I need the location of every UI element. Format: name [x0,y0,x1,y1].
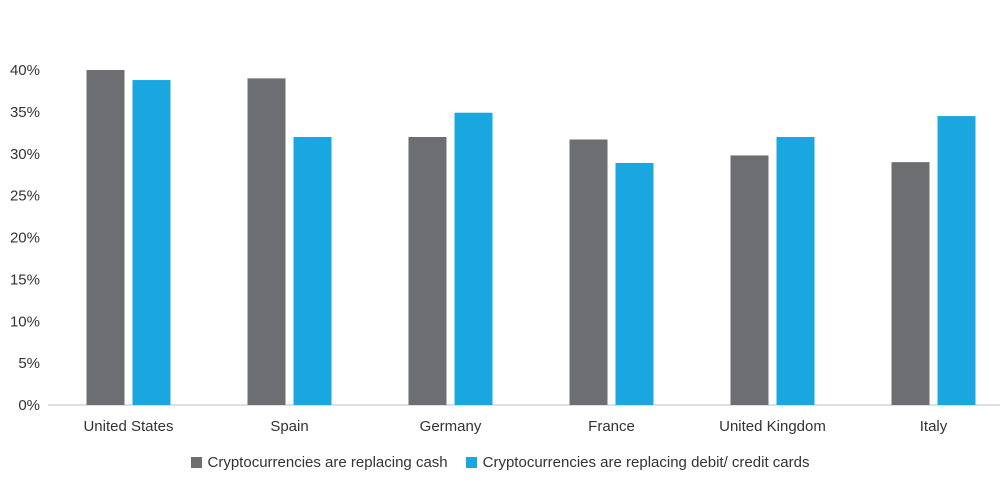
x-category-label: Germany [420,418,482,435]
bar-cards-germany [454,112,493,406]
y-tick-label: 25% [10,188,40,205]
x-category-label: United States [83,418,173,435]
bar-cash-france [569,139,608,405]
y-tick-label: 40% [10,62,40,79]
y-tick-label: 35% [10,104,40,121]
y-tick-label: 15% [10,271,40,288]
legend-item-cash: Cryptocurrencies are replacing cash [190,453,448,471]
y-tick-label: 0% [18,397,40,414]
y-tick-label: 20% [10,230,40,247]
x-category-label: Italy [920,418,948,435]
x-axis-category-labels: United States Spain Germany France United Ki… [83,418,947,435]
legend-label-cards: Cryptocurrencies are replacing debit/ cr… [482,453,810,471]
bar-cash-united-states [86,70,125,405]
legend-label-cash: Cryptocurrencies are replacing cash [207,453,448,471]
bar-cash-italy [891,162,930,405]
y-tick-label: 30% [10,146,40,163]
x-category-label: Spain [270,418,308,435]
legend-item-cards: Cryptocurrencies are replacing debit/ cr… [465,453,810,471]
x-category-label: France [588,418,635,435]
bars-group [86,70,976,406]
x-category-label: United Kingdom [719,418,826,435]
bar-cards-italy [937,116,976,405]
legend-swatch-cards [465,456,477,468]
bar-cards-united-states [132,80,171,406]
bar-cash-united-kingdom [730,155,769,405]
legend-swatch-cash [190,456,202,468]
y-tick-label: 5% [18,355,40,372]
legend: Cryptocurrencies are replacing cash Cryp… [0,450,1000,474]
bar-cash-germany [408,137,447,405]
bar-cash-spain [247,78,286,405]
bar-cards-united-kingdom [776,137,815,405]
bar-cards-france [615,162,654,405]
y-tick-label: 10% [10,313,40,330]
bar-cards-spain [293,137,332,405]
y-axis-tick-labels: 0% 5% 10% 15% 20% 25% 30% 35% 40% [10,62,40,414]
